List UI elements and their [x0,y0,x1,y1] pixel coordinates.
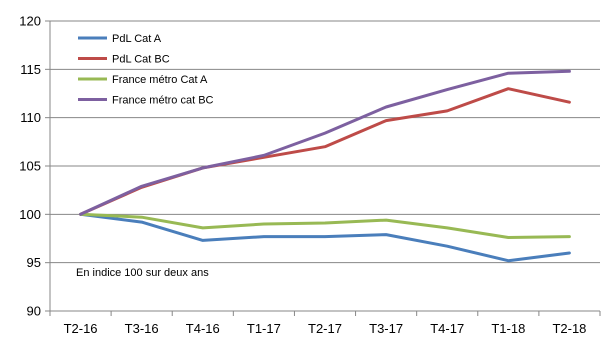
series-line-2 [79,87,571,216]
x-tick-label-T4-17: T4-17 [430,321,464,336]
y-tick-label-105: 105 [19,159,41,174]
legend: PdL Cat A PdL Cat BC France métro Cat A Fra… [78,33,214,107]
x-tick-label-T2-16: T2-16 [64,321,98,336]
legend-label-2: PdL Cat BC [112,54,170,66]
y-tick-label-95: 95 [27,255,41,270]
series-line-3 [79,212,571,239]
chart-annotation: En indice 100 sur deux ans [76,267,209,279]
x-tick-label-T3-17: T3-17 [369,321,403,336]
gridlines [45,20,600,312]
x-tick-label-T3-16: T3-16 [125,321,159,336]
x-tick-label-T2-18: T2-18 [552,321,586,336]
legend-label-1: PdL Cat A [112,33,162,45]
x-tick-label-T4-16: T4-16 [186,321,220,336]
y-tick-label-110: 110 [20,110,41,125]
y-tick-label-115: 115 [20,62,41,77]
x-tick-label-T2-17: T2-17 [308,321,342,336]
series-line-1 [79,212,571,263]
series-lines [79,69,571,263]
y-tick-label-90: 90 [27,304,41,319]
x-tick-label-T1-17: T1-17 [247,321,281,336]
axes [49,21,601,316]
y-tick-label-120: 120 [19,14,41,29]
legend-label-4: France métro cat BC [112,95,214,107]
legend-label-3: France métro Cat A [112,74,208,86]
y-axis-tick-labels: 90 95 100 105 110 115 120 [19,14,41,319]
y-tick-label-100: 100 [19,207,41,222]
x-axis-tick-labels: T2-16 T3-16 T4-16 T1-17 T2-17 T3-17 T4-17 T1-18… [64,321,587,336]
x-tick-label-T1-18: T1-18 [491,321,525,336]
series-line-4 [79,69,571,216]
